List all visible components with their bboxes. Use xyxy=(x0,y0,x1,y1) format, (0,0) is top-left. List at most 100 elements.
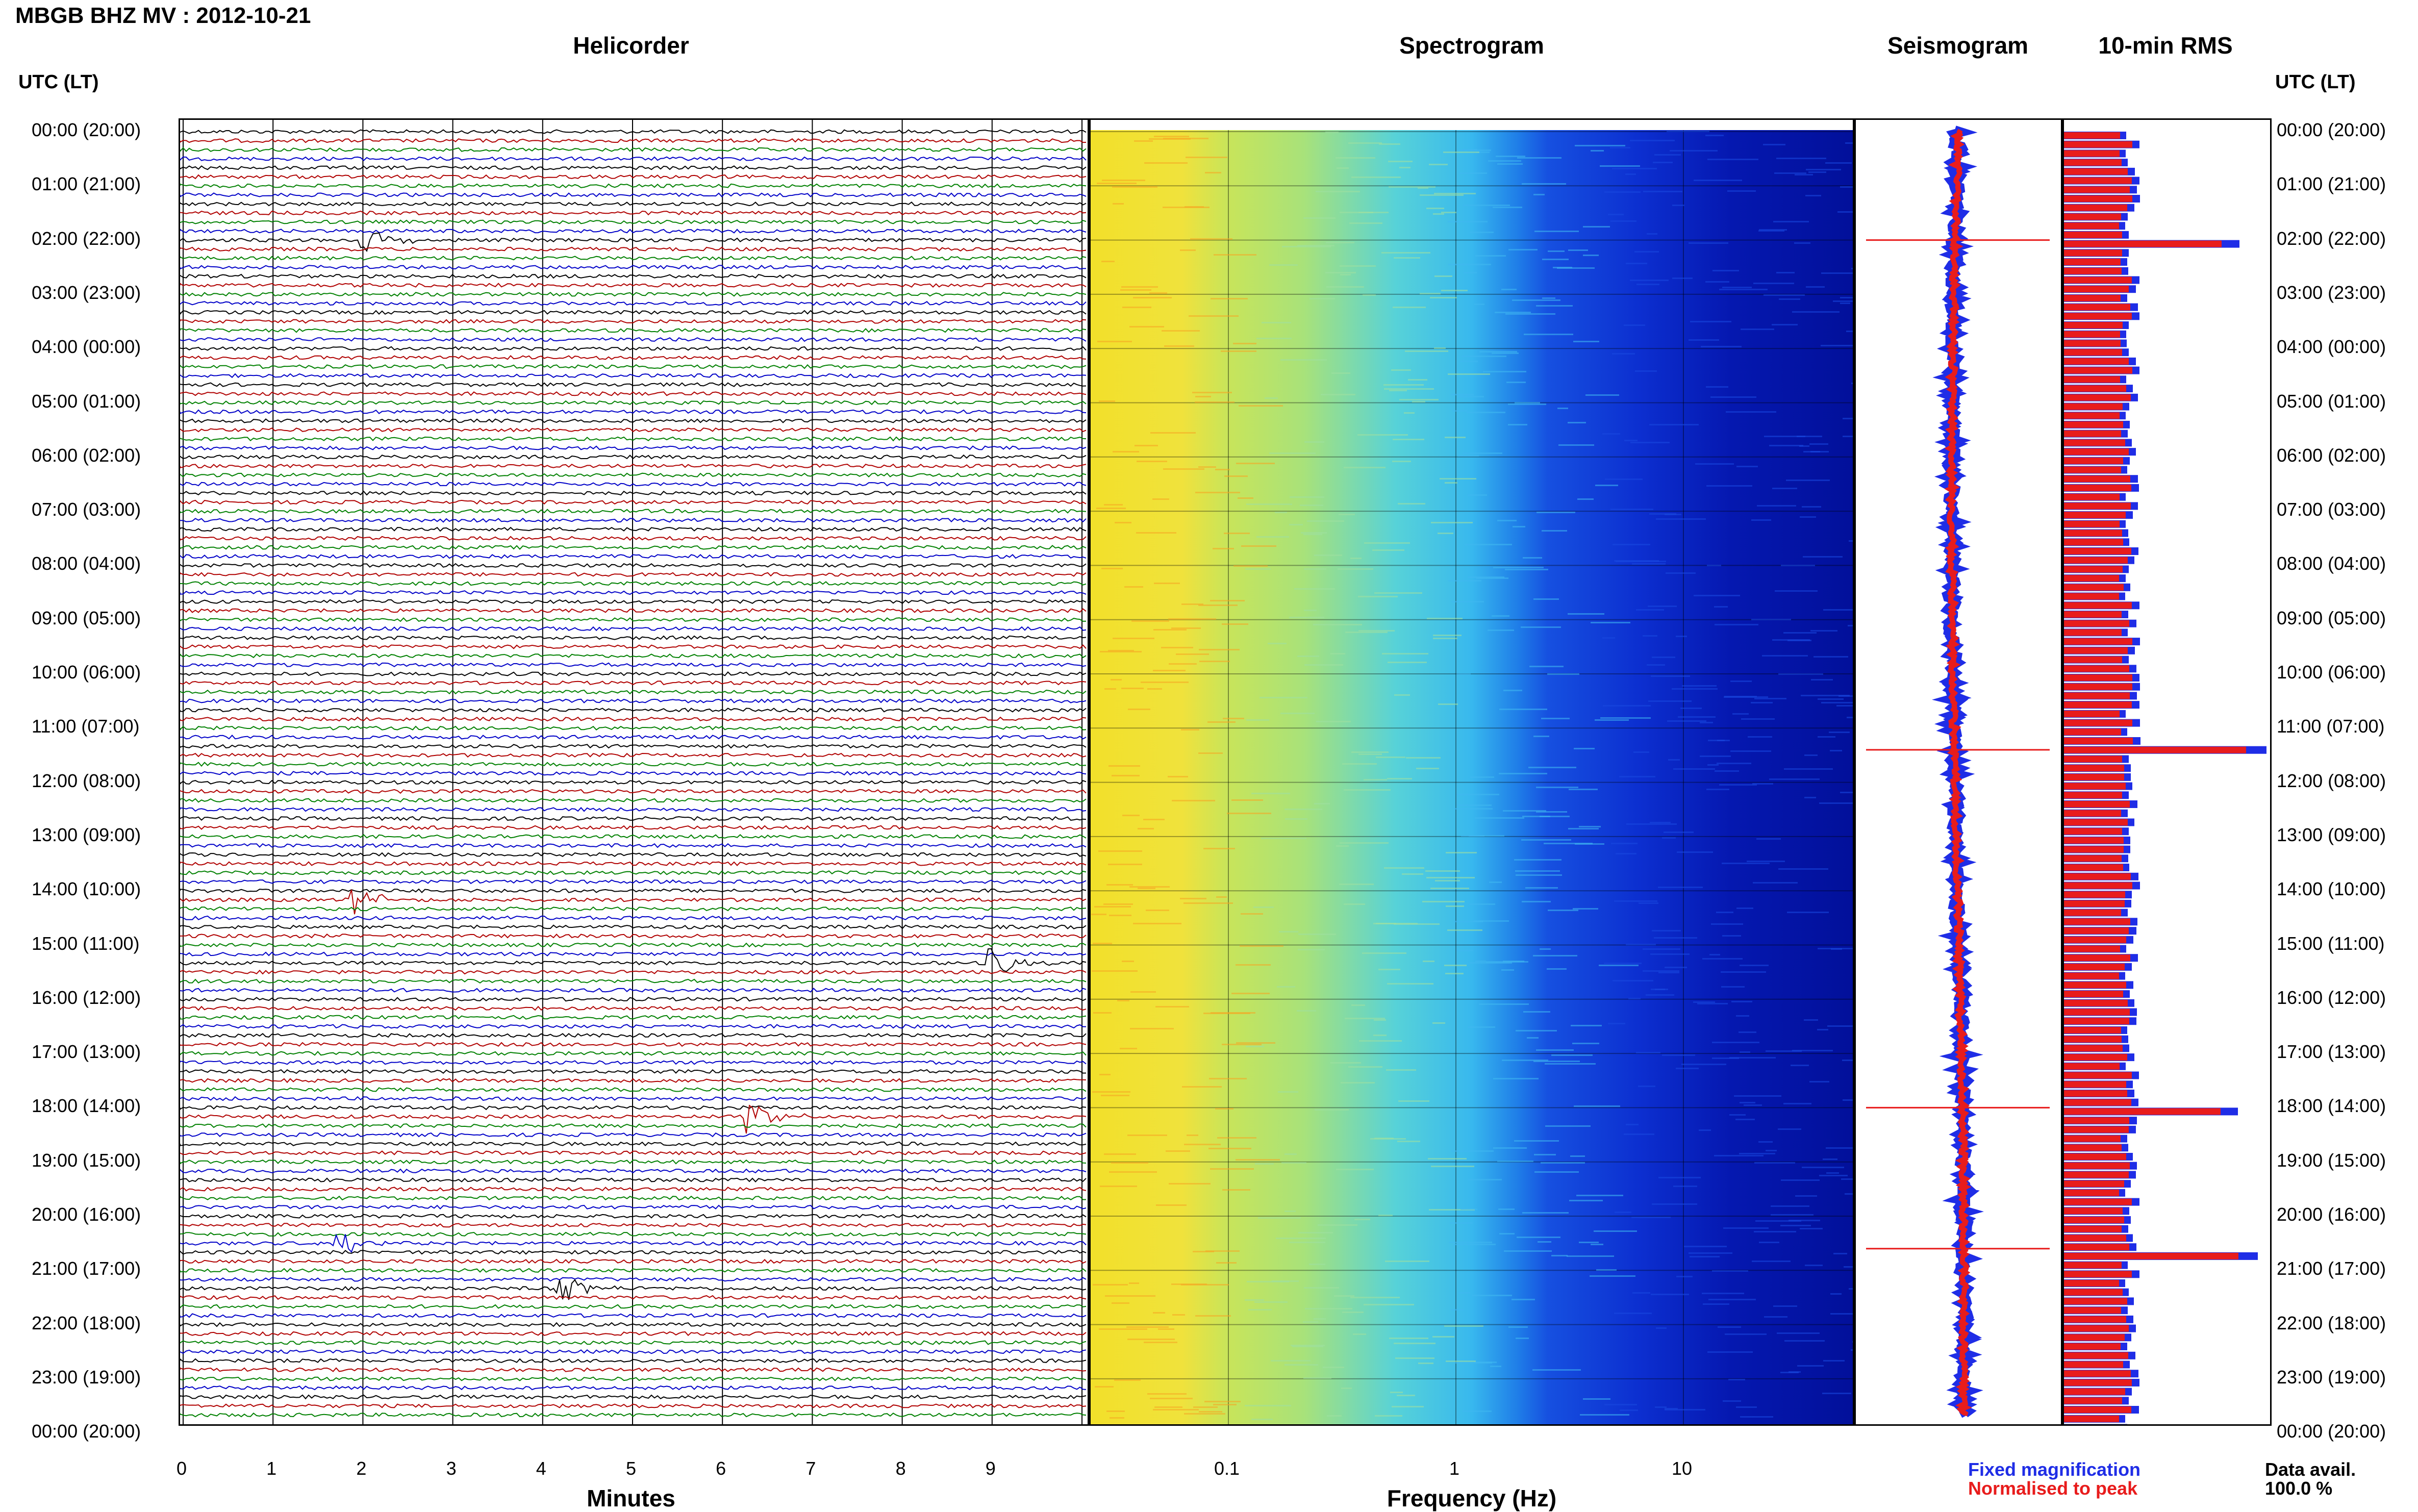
rms-bar-normalised xyxy=(2064,294,2121,301)
rms-bar-normalised xyxy=(2064,1018,2129,1025)
spectrogram-speckle xyxy=(1610,509,1653,510)
helicorder-trace-line xyxy=(180,1168,1087,1174)
rms-bar-normalised xyxy=(2064,1009,2130,1016)
helicorder-trace-line xyxy=(180,852,1087,858)
spectrogram-speckle xyxy=(1490,1366,1501,1367)
helicorder-trace-line xyxy=(180,156,1087,161)
spectrogram-speckle xyxy=(1150,432,1196,434)
helicorder-trace-line xyxy=(180,400,1087,406)
spectrogram-speckle xyxy=(1739,1031,1756,1033)
spectrogram-speckle xyxy=(1810,630,1837,632)
hour-tick-left: 18:00 (14:00) xyxy=(32,1095,141,1117)
spectrogram-speckle xyxy=(1211,1012,1255,1014)
spectrogram-speckle xyxy=(1845,142,1853,144)
spectrogram-speckle xyxy=(1227,813,1271,814)
spectrogram-speckle xyxy=(1207,721,1236,723)
spectrogram-speckle xyxy=(1398,1100,1429,1102)
spectrogram-speckle xyxy=(1275,512,1287,513)
spectrogram-speckle xyxy=(1336,157,1375,159)
spectrogram-xtick-label: 0.1 xyxy=(1214,1458,1240,1479)
rms-bar-normalised xyxy=(2064,358,2129,365)
helicorder-trace-line xyxy=(180,825,1087,830)
rms-bar-normalised xyxy=(2064,728,2121,736)
spectrogram-speckle xyxy=(1448,221,1488,222)
spectrogram-speckle xyxy=(1636,609,1664,611)
spectrogram-speckle xyxy=(1122,815,1140,816)
spectrogram-speckle xyxy=(1445,437,1466,438)
rms-bar-normalised xyxy=(2064,746,2246,753)
spectrogram-speckle xyxy=(1120,1048,1137,1049)
spectrogram-speckle xyxy=(1619,776,1655,777)
spectrogram-speckle xyxy=(1138,828,1154,829)
seismogram-normalised-trace xyxy=(1944,129,1972,1417)
spectrogram-speckle xyxy=(1277,986,1295,988)
helicorder-xtick-label: 2 xyxy=(356,1458,367,1479)
rms-bar-normalised xyxy=(2064,692,2130,699)
seismogram-trace xyxy=(1866,125,2050,1418)
hour-tick-left: 08:00 (04:00) xyxy=(32,553,141,574)
spectrogram-speckle xyxy=(1236,1159,1280,1161)
spectrogram-speckle xyxy=(1778,1128,1801,1130)
spectrogram-speckle xyxy=(1282,246,1331,247)
spectrogram-speckle xyxy=(1522,901,1551,902)
spectrogram-speckle xyxy=(1781,565,1815,566)
rms-bar-normalised xyxy=(2064,430,2121,437)
spectrogram-speckle xyxy=(1594,1230,1637,1232)
spectrogram-title: Spectrogram xyxy=(1399,32,1544,59)
spectrogram-speckle xyxy=(1600,717,1651,719)
rms-bar-normalised xyxy=(2064,1099,2131,1106)
spectrogram-speckle xyxy=(1799,445,1809,447)
helicorder-trace-line xyxy=(180,246,1087,252)
spectrogram-speckle xyxy=(1171,627,1201,629)
spectrogram-speckle xyxy=(1099,400,1115,402)
helicorder-xtick-label: 0 xyxy=(176,1458,187,1479)
spectrogram-speckle xyxy=(1591,150,1604,152)
spectrogram-speckle xyxy=(1840,303,1850,304)
spectrogram-speckle xyxy=(1406,757,1441,759)
rms-bar-normalised xyxy=(2064,195,2132,202)
spectrogram-speckle xyxy=(1777,1332,1820,1334)
spectrogram-speckle xyxy=(1467,412,1505,413)
spectrogram-speckle xyxy=(1843,436,1853,437)
rms-bar-normalised xyxy=(2064,810,2121,817)
spectrogram-speckle xyxy=(1476,152,1490,153)
spectrogram-speckle xyxy=(1399,167,1411,168)
spectrogram-speckle xyxy=(1804,754,1818,756)
hour-tick-left: 06:00 (02:00) xyxy=(32,444,141,466)
rms-bar-normalised xyxy=(2064,918,2130,925)
spectrogram-speckle xyxy=(1570,1155,1585,1157)
rms-bar-normalised xyxy=(2064,502,2131,510)
spectrogram-speckle xyxy=(1493,207,1522,208)
rms-bar-normalised xyxy=(2064,222,2119,230)
spectrogram-speckle xyxy=(1851,268,1853,269)
spectrogram-speckle xyxy=(1536,1049,1574,1051)
spectrogram-speckle xyxy=(1271,1360,1311,1362)
spectrogram-speckle xyxy=(1129,326,1164,327)
spectrogram-speckle xyxy=(1121,286,1158,288)
helicorder-trace-line xyxy=(180,183,1087,188)
spectrogram-speckle xyxy=(1147,688,1162,690)
spectrogram-speckle xyxy=(1827,1025,1853,1027)
helicorder-trace-line xyxy=(180,1250,1087,1255)
spectrogram-speckle xyxy=(1575,145,1625,146)
helicorder-trace-line xyxy=(180,1096,1087,1101)
spectrogram-speckle xyxy=(1515,402,1540,404)
station-title: MBGB BHZ MV : 2012-10-21 xyxy=(15,3,311,28)
spectrogram-speckle xyxy=(1730,681,1752,682)
spectrogram-speckle xyxy=(1783,632,1817,634)
spectrogram-speckle xyxy=(1113,451,1139,452)
spectrogram-speckle xyxy=(1590,1275,1635,1277)
spectrogram-speckle xyxy=(1709,954,1720,955)
spectrogram-speckle xyxy=(1728,1379,1745,1380)
spectrogram-speckle xyxy=(1372,549,1404,551)
spectrogram-speckle xyxy=(1430,888,1469,889)
helicorder-trace-line xyxy=(180,310,1087,315)
helicorder-panel xyxy=(179,118,1089,1426)
spectrogram-speckle xyxy=(1650,953,1690,955)
spectrogram-speckle xyxy=(1455,1362,1492,1364)
spectrogram-speckle xyxy=(1747,861,1785,862)
spectrogram-speckle xyxy=(1736,466,1758,467)
spectrogram-speckle xyxy=(1508,249,1538,250)
spectrogram-speckle xyxy=(1735,1119,1755,1120)
spectrogram-speckle xyxy=(1253,906,1274,908)
